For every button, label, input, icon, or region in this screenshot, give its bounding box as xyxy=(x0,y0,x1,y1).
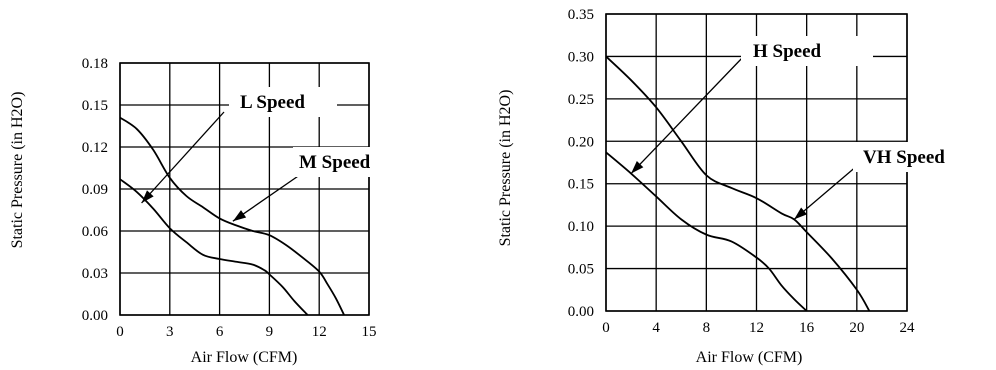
annotation-label: M Speed xyxy=(299,152,371,173)
annotation-arrowhead xyxy=(631,161,644,174)
annotation-leader-line xyxy=(232,171,305,222)
series-line-l-speed xyxy=(119,178,309,316)
x-tick-label: 12 xyxy=(312,324,327,340)
x-tick-label: 15 xyxy=(362,324,377,340)
x-axis-title: Air Flow (CFM) xyxy=(191,349,298,366)
y-tick-label: 0.06 xyxy=(82,224,109,240)
y-axis-title: Static Pressure (in H2O) xyxy=(497,90,514,247)
x-tick-label: 12 xyxy=(749,320,764,336)
annotation-leader-line xyxy=(141,111,225,204)
series-line-vh-speed xyxy=(605,55,871,312)
y-tick-label: 0.03 xyxy=(82,266,108,282)
right-chart: 0 4 8 12 16 20 24 0.00 0.05 0.10 0.15 0.20 0.25 0.30 0… xyxy=(497,7,991,366)
y-tick-label: 0.12 xyxy=(82,140,108,156)
annotation-arrowhead xyxy=(232,210,247,222)
x-tick-label: 9 xyxy=(266,324,274,340)
y-tick-label: 0.15 xyxy=(568,177,594,193)
x-tick-label: 20 xyxy=(849,320,864,336)
annotation-label-background xyxy=(853,142,991,172)
annotation-label-background xyxy=(293,147,415,177)
y-tick-label: 0.18 xyxy=(82,56,108,72)
y-tick-label: 0.15 xyxy=(82,98,108,114)
annotation-leader-line xyxy=(630,55,745,174)
annotation-label: VH Speed xyxy=(863,147,945,168)
y-tick-label: 0.20 xyxy=(568,134,594,150)
annotation-label: L Speed xyxy=(240,92,305,113)
y-axis-title: Static Pressure (in H2O) xyxy=(9,92,26,249)
x-tick-label: 8 xyxy=(703,320,711,336)
x-tick-label: 16 xyxy=(799,320,815,336)
x-tick-label: 4 xyxy=(652,320,660,336)
y-tick-label: 0.30 xyxy=(568,49,594,65)
x-tick-label: 3 xyxy=(166,324,174,340)
x-tick-label: 0 xyxy=(116,324,124,340)
annotation-label: H Speed xyxy=(753,41,822,62)
left-chart: 0 3 6 9 12 15 0.00 0.03 0.06 0.09 0.12 0.15 0.18 Air … xyxy=(9,56,415,366)
series-line-m-speed xyxy=(119,116,345,316)
y-tick-label: 0.10 xyxy=(568,219,594,235)
annotation-label-background xyxy=(229,87,337,117)
x-tick-label: 6 xyxy=(216,324,224,340)
plot-frame xyxy=(119,62,370,316)
annotation-arrowhead xyxy=(794,207,807,220)
series-line-h-speed xyxy=(605,151,808,312)
x-tick-label: 0 xyxy=(602,320,610,336)
y-tick-label: 0.00 xyxy=(82,308,108,324)
y-tick-label: 0.35 xyxy=(568,7,594,23)
annotation-label-background xyxy=(741,36,873,66)
y-tick-label: 0.00 xyxy=(568,304,594,320)
annotation-arrowhead xyxy=(141,190,154,203)
x-tick-label: 24 xyxy=(900,320,916,336)
y-tick-label: 0.25 xyxy=(568,92,594,108)
y-tick-label: 0.05 xyxy=(568,262,594,278)
y-tick-label: 0.09 xyxy=(82,182,108,198)
x-axis-title: Air Flow (CFM) xyxy=(696,349,803,366)
annotation-leader-line xyxy=(793,164,859,220)
